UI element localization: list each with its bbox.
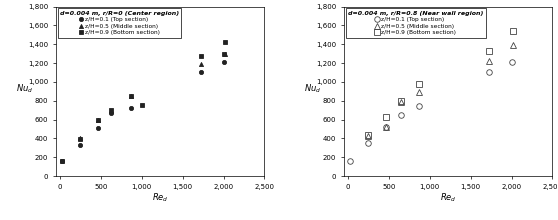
z/H=0.1 (Top section) (365, 142, 372, 144)
z/H=0.9 (Bottom section) (398, 99, 405, 102)
z/H=0.5 (Middle section) (365, 134, 372, 137)
Line: z/H=0.5 (Middle section): z/H=0.5 (Middle section) (78, 51, 227, 140)
z/H=0.9 (Bottom section) (198, 55, 205, 58)
z/H=0.1 (Top section) (486, 71, 493, 74)
X-axis label: $Re_d$: $Re_d$ (440, 191, 456, 204)
z/H=0.9 (Bottom section) (222, 41, 229, 44)
z/H=0.9 (Bottom section) (128, 94, 134, 97)
z/H=0.1 (Top section) (383, 126, 389, 128)
Line: z/H=0.1 (Top section): z/H=0.1 (Top section) (60, 60, 225, 163)
Y-axis label: $Nu_d$: $Nu_d$ (16, 82, 33, 95)
z/H=0.5 (Middle section) (107, 110, 114, 112)
z/H=0.9 (Bottom section) (510, 30, 517, 32)
z/H=0.9 (Bottom section) (59, 160, 66, 163)
z/H=0.5 (Middle section) (222, 52, 229, 55)
z/H=0.5 (Middle section) (95, 119, 102, 122)
z/H=0.9 (Bottom section) (486, 50, 493, 52)
z/H=0.5 (Middle section) (77, 137, 84, 140)
z/H=0.1 (Top section) (220, 61, 227, 63)
Legend: z/H=0.1 (Top section), z/H=0.5 (Middle section), z/H=0.9 (Bottom section): z/H=0.1 (Top section), z/H=0.5 (Middle s… (345, 8, 485, 38)
z/H=0.9 (Bottom section) (220, 52, 227, 55)
Y-axis label: $Nu_d$: $Nu_d$ (304, 82, 321, 95)
z/H=0.1 (Top section) (95, 127, 102, 130)
z/H=0.5 (Middle section) (198, 63, 205, 65)
z/H=0.5 (Middle section) (486, 60, 493, 62)
z/H=0.9 (Bottom section) (383, 116, 389, 119)
z/H=0.5 (Middle section) (383, 125, 389, 128)
z/H=0.9 (Bottom section) (138, 104, 145, 106)
z/H=0.9 (Bottom section) (365, 134, 372, 136)
z/H=0.9 (Bottom section) (107, 109, 114, 112)
Line: z/H=0.9 (Bottom section): z/H=0.9 (Bottom section) (365, 28, 516, 138)
X-axis label: $Re_d$: $Re_d$ (152, 191, 169, 204)
z/H=0.1 (Top section) (128, 107, 134, 110)
z/H=0.5 (Middle section) (510, 44, 517, 46)
z/H=0.1 (Top section) (198, 71, 205, 74)
Line: z/H=0.5 (Middle section): z/H=0.5 (Middle section) (365, 42, 516, 138)
z/H=0.1 (Top section) (347, 160, 354, 163)
Line: z/H=0.9 (Bottom section): z/H=0.9 (Bottom section) (60, 40, 227, 163)
z/H=0.9 (Bottom section) (95, 119, 102, 122)
z/H=0.1 (Top section) (508, 61, 515, 63)
z/H=0.5 (Middle section) (416, 91, 422, 94)
z/H=0.5 (Middle section) (128, 95, 134, 97)
z/H=0.9 (Bottom section) (77, 138, 84, 140)
Legend: z/H=0.1 (Top section), z/H=0.5 (Middle section), z/H=0.9 (Bottom section): z/H=0.1 (Top section), z/H=0.5 (Middle s… (57, 8, 181, 38)
z/H=0.1 (Top section) (77, 144, 84, 146)
z/H=0.1 (Top section) (107, 112, 114, 114)
z/H=0.1 (Top section) (59, 160, 66, 163)
z/H=0.1 (Top section) (416, 105, 422, 108)
Line: z/H=0.1 (Top section): z/H=0.1 (Top section) (348, 59, 514, 164)
z/H=0.5 (Middle section) (398, 100, 405, 103)
z/H=0.9 (Bottom section) (416, 83, 422, 86)
z/H=0.1 (Top section) (398, 114, 405, 116)
